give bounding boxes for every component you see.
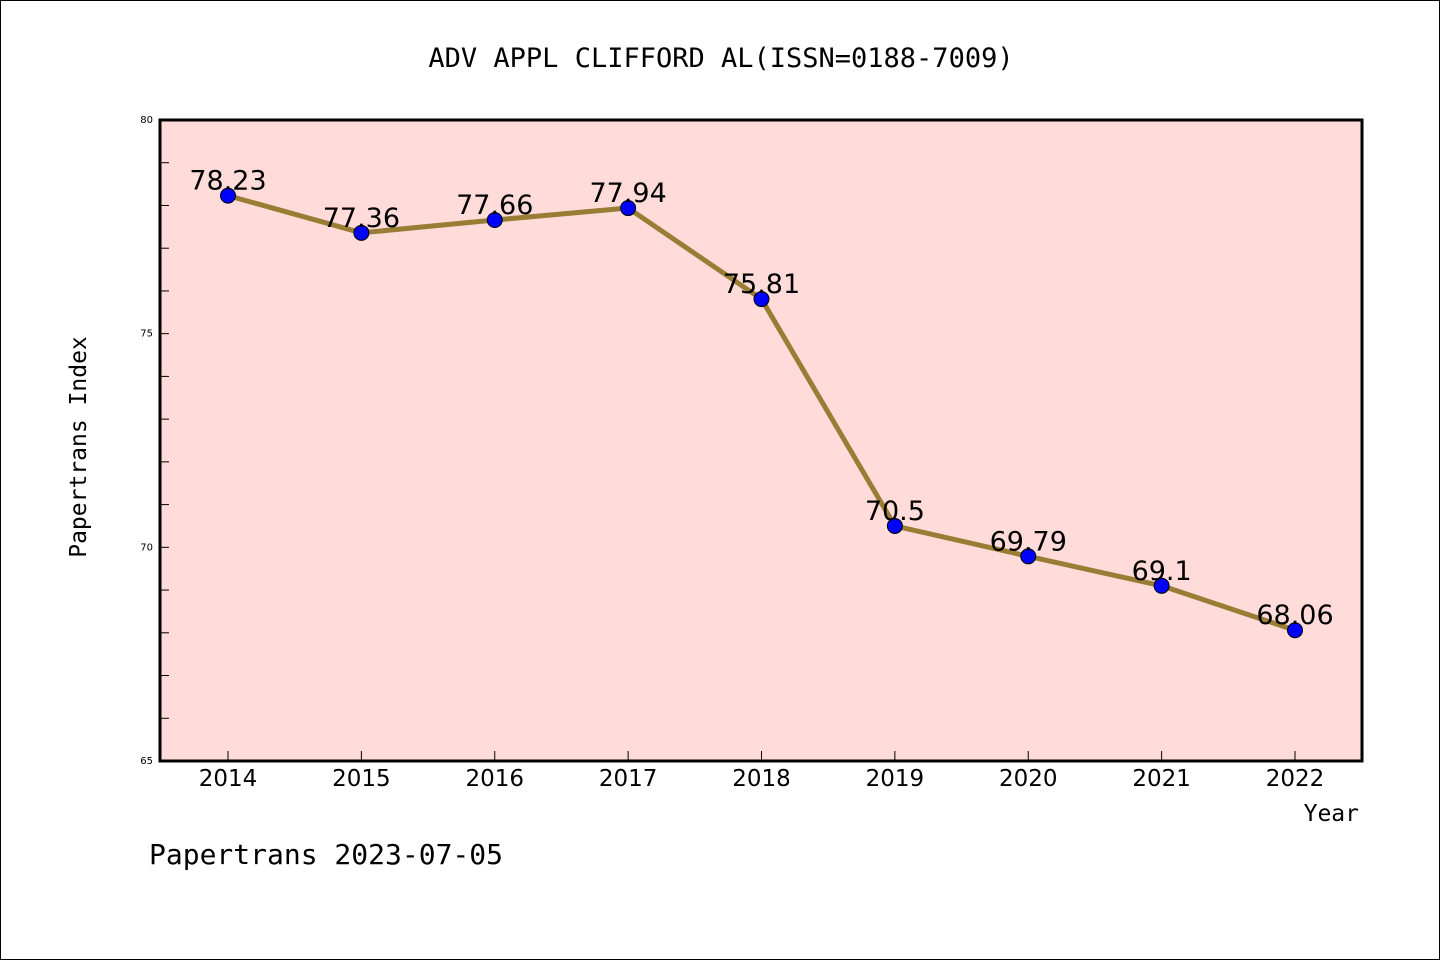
x-tick-label: 2018	[732, 766, 791, 792]
y-tick-label: 65	[140, 756, 153, 767]
x-tick-label: 2021	[1132, 766, 1191, 792]
data-label: 69.1	[1132, 556, 1192, 587]
data-point	[353, 224, 370, 241]
data-label: 69.79	[990, 526, 1067, 557]
data-labels: 78.23 77.36 77.66 77.94 75.81 70.5 69.79 69.1 68…	[189, 166, 1333, 632]
data-point	[753, 291, 770, 308]
footer-credit: Papertrans 2023-07-05	[149, 838, 503, 871]
x-tick-label: 2019	[866, 766, 925, 792]
x-axis-label: Year	[1304, 801, 1359, 827]
x-tick-label: 2015	[332, 766, 391, 792]
y-tick-label: 70	[140, 542, 153, 553]
chart-title: ADV APPL CLIFFORD AL(ISSN=0188-7009)	[428, 43, 1013, 74]
data-label: 70.5	[865, 496, 925, 527]
data-point	[1153, 577, 1170, 594]
y-axis-label: Papertrans Index	[66, 336, 92, 558]
data-point	[1020, 548, 1037, 565]
data-points	[220, 187, 1303, 639]
x-tick-label: 2016	[465, 766, 524, 792]
data-label: 75.81	[723, 269, 800, 300]
x-axis-ticks: 2014 2015 2016 2017 2018 2019 2020 2021 2022	[199, 751, 1325, 792]
data-point	[220, 187, 236, 204]
data-label: 68.06	[1256, 600, 1333, 631]
x-tick-label: 2017	[599, 766, 658, 792]
data-point	[1287, 622, 1303, 639]
data-label: 77.66	[456, 190, 533, 221]
y-tick-label: 75	[140, 329, 153, 340]
data-label: 77.36	[323, 203, 400, 234]
data-point	[486, 211, 503, 228]
data-point	[620, 200, 637, 217]
data-point	[886, 517, 903, 534]
x-tick-label: 2022	[1266, 766, 1325, 792]
x-tick-label: 2014	[199, 766, 258, 792]
plot-border	[158, 118, 1364, 763]
y-tick-label: 80	[140, 115, 153, 126]
x-tick-label: 2020	[999, 766, 1058, 792]
data-label: 78.23	[189, 166, 266, 197]
data-label: 77.94	[589, 178, 666, 209]
